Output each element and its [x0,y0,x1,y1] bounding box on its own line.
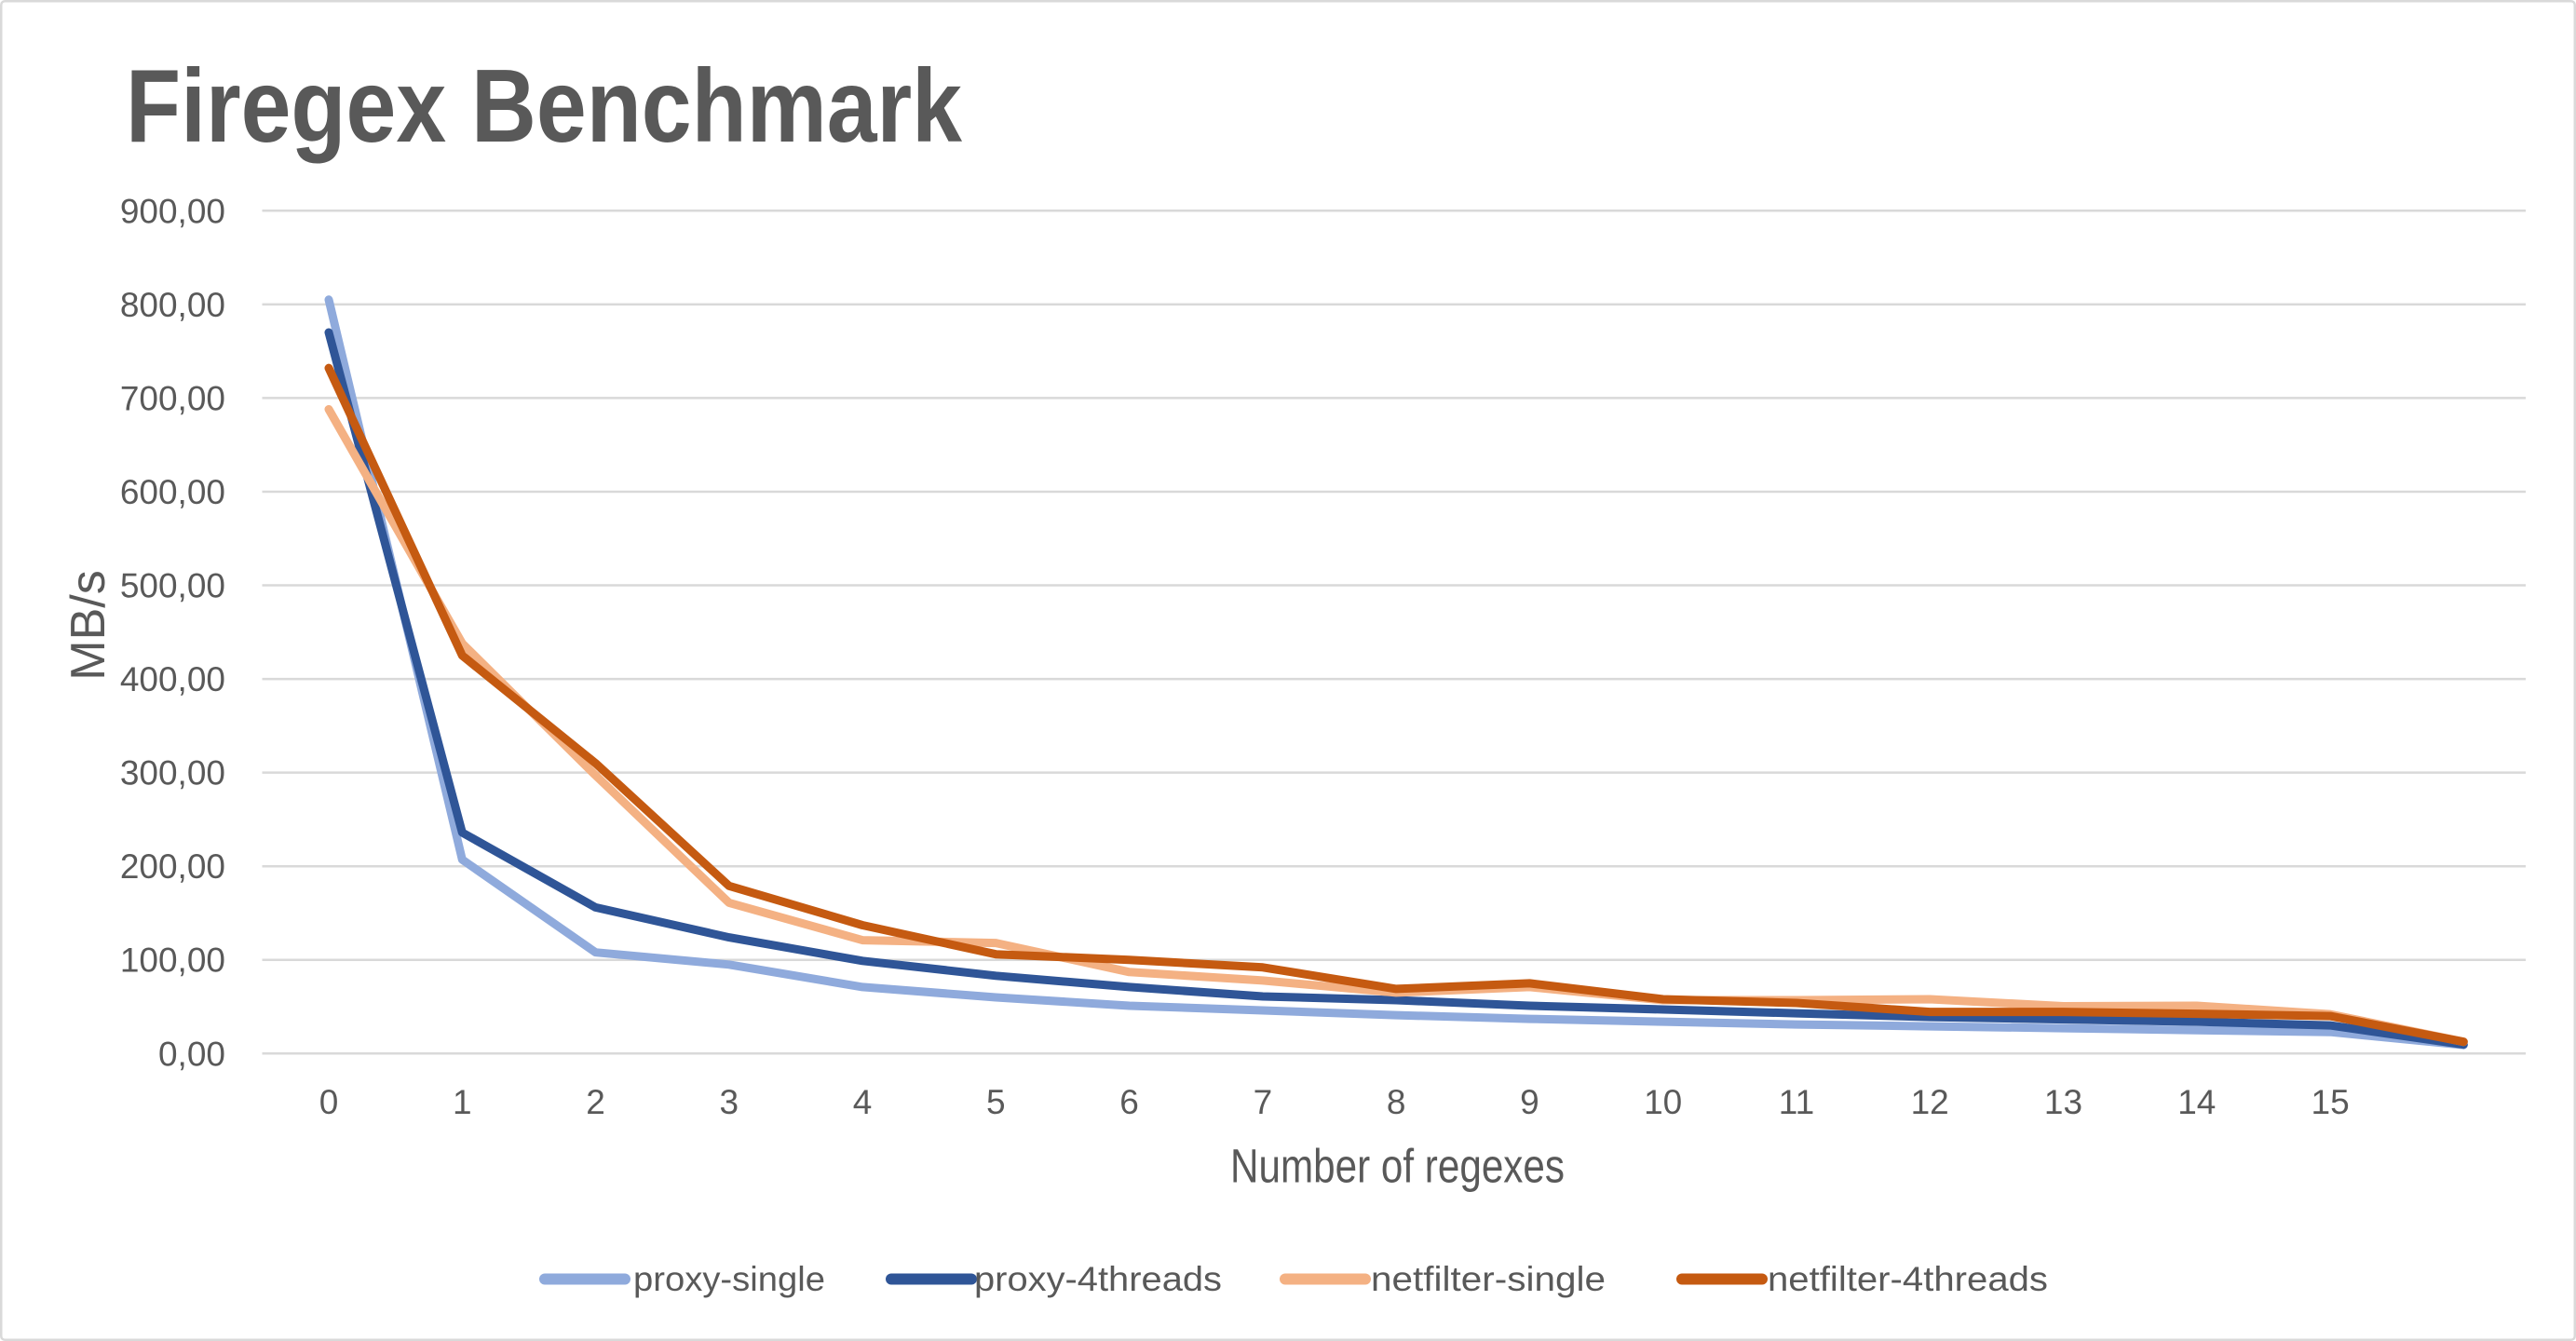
svg-text:9: 9 [1520,1083,1539,1121]
svg-text:proxy-single: proxy-single [633,1260,825,1298]
svg-text:Firegex Benchmark: Firegex Benchmark [126,48,962,164]
svg-text:14: 14 [2177,1083,2216,1121]
svg-text:300,00: 300,00 [120,754,225,792]
svg-text:0,00: 0,00 [158,1035,225,1073]
svg-text:2: 2 [586,1083,605,1121]
svg-text:8: 8 [1387,1083,1406,1121]
svg-text:12: 12 [1911,1083,1949,1121]
svg-text:Number of regexes: Number of regexes [1230,1140,1565,1193]
svg-text:10: 10 [1644,1083,1682,1121]
svg-text:11: 11 [1779,1083,1814,1121]
svg-text:800,00: 800,00 [120,286,225,324]
svg-text:proxy-4threads: proxy-4threads [974,1260,1222,1298]
svg-text:15: 15 [2312,1083,2350,1121]
svg-text:6: 6 [1119,1083,1139,1121]
svg-text:3: 3 [720,1083,739,1121]
svg-text:7: 7 [1254,1083,1273,1121]
svg-text:4: 4 [853,1083,873,1121]
svg-text:1: 1 [453,1083,472,1121]
svg-text:netfilter-4threads: netfilter-4threads [1768,1260,2048,1298]
svg-text:13: 13 [2044,1083,2082,1121]
svg-text:200,00: 200,00 [120,847,225,886]
svg-text:600,00: 600,00 [120,473,225,511]
svg-text:MB/s: MB/s [61,570,115,680]
svg-text:400,00: 400,00 [120,660,225,698]
svg-text:5: 5 [986,1083,1006,1121]
svg-text:100,00: 100,00 [120,941,225,980]
svg-text:900,00: 900,00 [120,192,225,230]
svg-text:netfilter-single: netfilter-single [1371,1260,1606,1298]
svg-text:0: 0 [319,1083,339,1121]
svg-text:500,00: 500,00 [120,567,225,605]
svg-text:700,00: 700,00 [120,379,225,417]
